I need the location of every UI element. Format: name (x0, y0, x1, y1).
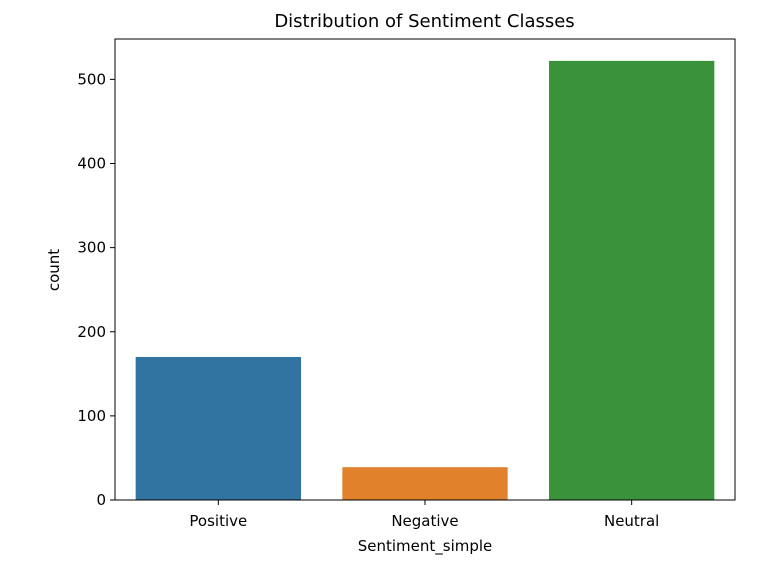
y-tick-label-300: 300 (77, 239, 106, 257)
bars-group (135, 60, 715, 501)
y-tick-label-0: 0 (96, 491, 106, 509)
y-tick-label-500: 500 (77, 70, 106, 88)
plot-frame (114, 38, 736, 501)
x-tick-label-positive: Positive (189, 512, 247, 530)
y-axis-ticks: 0 100 200 300 400 500 (77, 70, 115, 509)
y-tick-label-200: 200 (77, 323, 106, 341)
x-axis-ticks: Positive Negative Neutral (189, 500, 659, 530)
x-tick-label-neutral: Neutral (604, 512, 659, 530)
x-axis-label: Sentiment_simple (358, 537, 493, 556)
bar-negative (342, 467, 508, 500)
bar-positive (135, 356, 301, 500)
x-tick-label-negative: Negative (391, 512, 458, 530)
bar-neutral (549, 60, 715, 501)
y-tick-label-400: 400 (77, 155, 106, 173)
chart-title: Distribution of Sentiment Classes (274, 11, 574, 32)
y-tick-label-100: 100 (77, 407, 106, 425)
y-axis-label: count (45, 249, 63, 291)
